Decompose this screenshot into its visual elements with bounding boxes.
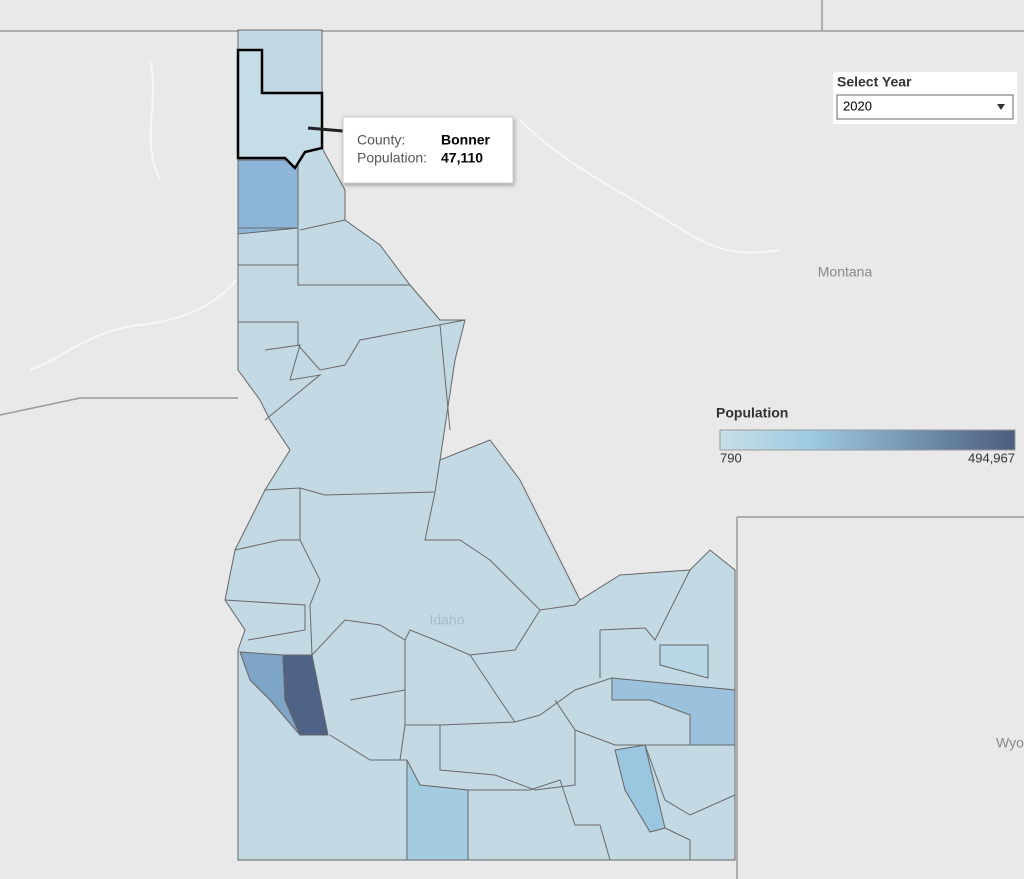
idaho-counties	[224, 29, 736, 861]
county-bannock	[614, 744, 666, 833]
tooltip-value: 47,110	[441, 150, 483, 166]
legend-min: 790	[720, 450, 742, 465]
legend-max: 494,967	[968, 450, 1015, 465]
legend: Population 790 494,967	[716, 405, 1016, 465]
legend-gradient	[719, 429, 1016, 451]
tooltip: County: Bonner Population: 47,110	[342, 116, 514, 184]
tooltip-label: Population:	[357, 150, 427, 166]
state-label: Wyo	[996, 735, 1024, 751]
county-twin-falls	[406, 759, 469, 861]
state-label: Montana	[818, 264, 873, 280]
tooltip-pointer	[307, 126, 344, 133]
county-ada	[282, 654, 329, 736]
legend-title: Population	[716, 405, 788, 421]
place-labels: Montana Idaho Wyo	[429, 264, 1024, 751]
county-borders	[224, 219, 736, 861]
selected-county-bonner	[236, 48, 324, 170]
dropdown-arrow[interactable]	[997, 104, 1005, 110]
state-label: Idaho	[429, 612, 464, 628]
dropdown-value[interactable]: 2020	[843, 98, 872, 113]
county-kootenai	[237, 159, 299, 235]
rivers	[29, 59, 781, 371]
year-filter: Select Year 2020	[833, 72, 1017, 124]
county-bonneville	[611, 677, 736, 746]
county-jefferson	[659, 644, 709, 679]
filter-label: Select Year	[837, 74, 912, 90]
tooltip-value: Bonner	[441, 132, 491, 148]
dropdown-box[interactable]	[836, 94, 1014, 120]
year-dropdown[interactable]: 2020	[836, 94, 1014, 120]
tooltip-label: County:	[357, 132, 405, 148]
tooltip-box	[342, 116, 514, 184]
